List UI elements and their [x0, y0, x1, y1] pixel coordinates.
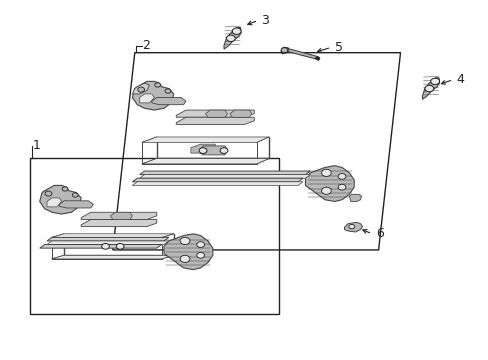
Circle shape [138, 87, 144, 92]
Polygon shape [59, 201, 93, 208]
Polygon shape [142, 137, 268, 142]
Polygon shape [47, 237, 168, 241]
Polygon shape [305, 166, 353, 202]
Polygon shape [142, 158, 268, 164]
Polygon shape [152, 98, 185, 105]
Circle shape [337, 184, 345, 190]
Polygon shape [47, 198, 61, 207]
Polygon shape [205, 110, 227, 117]
Circle shape [180, 237, 189, 244]
Circle shape [45, 191, 52, 196]
Circle shape [348, 225, 354, 229]
Polygon shape [132, 182, 303, 185]
Circle shape [116, 243, 124, 249]
Polygon shape [281, 47, 288, 54]
Polygon shape [344, 222, 362, 232]
Circle shape [430, 78, 439, 85]
Polygon shape [224, 28, 241, 49]
Polygon shape [190, 144, 215, 153]
Polygon shape [52, 255, 173, 259]
Text: 6: 6 [375, 227, 383, 240]
Polygon shape [132, 81, 173, 110]
Polygon shape [140, 175, 310, 178]
Polygon shape [200, 146, 227, 155]
Polygon shape [140, 94, 154, 103]
Circle shape [226, 35, 235, 41]
Bar [30, 158, 278, 315]
Polygon shape [132, 83, 149, 94]
Polygon shape [132, 178, 303, 182]
Circle shape [62, 187, 68, 191]
Polygon shape [282, 48, 316, 59]
Polygon shape [422, 78, 439, 99]
Polygon shape [110, 212, 132, 220]
Text: 3: 3 [261, 14, 269, 27]
Circle shape [72, 193, 78, 197]
Circle shape [424, 85, 433, 92]
Circle shape [220, 148, 227, 153]
Polygon shape [176, 110, 254, 117]
Polygon shape [140, 171, 310, 175]
Polygon shape [81, 220, 157, 226]
Text: 1: 1 [32, 139, 40, 152]
Circle shape [337, 174, 345, 179]
Polygon shape [229, 110, 251, 117]
Circle shape [321, 169, 330, 176]
Polygon shape [348, 194, 361, 202]
Circle shape [155, 83, 160, 87]
Polygon shape [163, 234, 212, 270]
Circle shape [199, 148, 206, 153]
Text: 2: 2 [142, 39, 150, 52]
Circle shape [196, 252, 204, 258]
Circle shape [232, 28, 241, 35]
Circle shape [196, 242, 204, 247]
Circle shape [102, 243, 109, 249]
Polygon shape [47, 241, 168, 244]
Text: 4: 4 [456, 73, 464, 86]
Polygon shape [40, 244, 161, 248]
Polygon shape [40, 185, 81, 214]
Text: 5: 5 [334, 41, 342, 54]
Polygon shape [176, 117, 254, 125]
Polygon shape [52, 234, 173, 237]
Circle shape [180, 255, 189, 262]
Circle shape [321, 187, 330, 194]
Circle shape [164, 89, 170, 93]
Polygon shape [81, 212, 157, 220]
Polygon shape [315, 56, 320, 60]
Circle shape [281, 48, 287, 53]
